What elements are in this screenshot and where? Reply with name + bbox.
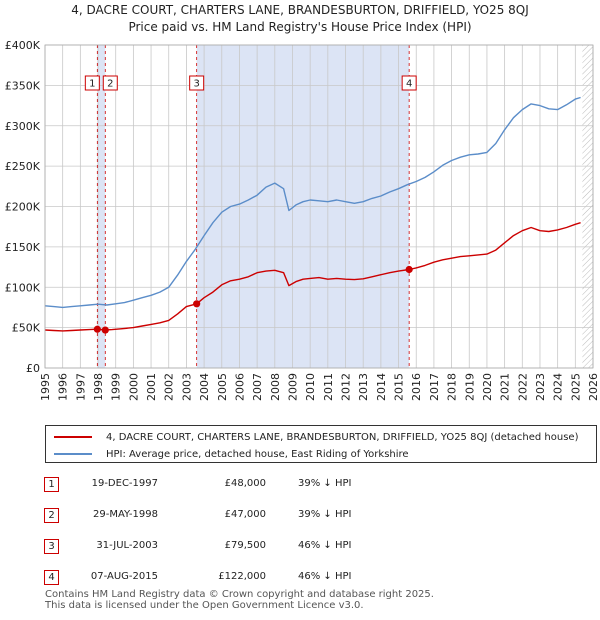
table-row: 3 31-JUL-2003 £79,500 46% ↓ HPI — [42, 534, 582, 565]
sale-marker-box — [189, 75, 205, 91]
x-tick-label: 2013 — [357, 373, 370, 401]
sale-number-badge: 3 — [44, 539, 59, 554]
sale-price: £122,000 — [218, 571, 266, 582]
sales-table: 1 19-DEC-1997 £48,000 39% ↓ HPI 2 29-MAY… — [42, 472, 582, 596]
sale-price: £47,000 — [224, 509, 266, 520]
footer-licence: This data is licensed under the Open Gov… — [45, 600, 364, 611]
x-tick-label: 2024 — [552, 373, 565, 401]
table-row: 4 07-AUG-2015 £122,000 46% ↓ HPI — [42, 565, 582, 596]
price-chart: 1 2 3 4 £0 £50K £100K £150K £200K £250K £300K £350K… — [5, 39, 600, 401]
sale-hpi-diff: 46% ↓ HPI — [298, 571, 352, 582]
sale-point — [93, 325, 101, 333]
x-tick-label: 2015 — [393, 373, 406, 401]
x-tick-label: 2001 — [145, 373, 158, 401]
legend-item-hpi: HPI: Average price, detached house, East… — [54, 446, 409, 462]
y-tick-label: £300K — [5, 120, 41, 133]
y-tick-label: £100K — [5, 281, 41, 294]
x-tick-label: 2005 — [216, 373, 229, 401]
x-tick-label: 2025 — [569, 373, 582, 401]
sale-marker-label: 3 — [193, 79, 199, 90]
sale-price: £48,000 — [224, 478, 266, 489]
sale-date: 31-JUL-2003 — [96, 540, 158, 551]
x-tick-label: 2002 — [163, 373, 176, 401]
legend-hpi-swatch — [54, 453, 92, 455]
x-tick-label: 2003 — [180, 373, 193, 401]
sale-number-badge: 1 — [44, 477, 59, 492]
x-tick-label: 2010 — [304, 373, 317, 401]
y-tick-label: £250K — [5, 160, 41, 173]
x-tick-label: 2020 — [481, 373, 494, 401]
sale-marker-box — [84, 75, 100, 91]
y-tick-label: £350K — [5, 79, 41, 92]
legend-hpi-label: HPI: Average price, detached house, East… — [106, 448, 409, 460]
x-tick-label: 2008 — [269, 373, 282, 401]
x-tick-label: 2009 — [286, 373, 299, 401]
footer: Contains HM Land Registry data © Crown c… — [45, 589, 434, 611]
legend: 4, DACRE COURT, CHARTERS LANE, BRANDESBU… — [45, 425, 597, 463]
y-tick-label: £0 — [26, 362, 40, 375]
y-tick-label: £400K — [5, 39, 41, 52]
x-tick-label: 1995 — [39, 373, 52, 401]
table-row: 1 19-DEC-1997 £48,000 39% ↓ HPI — [42, 472, 582, 503]
sale-point — [405, 265, 413, 274]
sale-date: 19-DEC-1997 — [91, 478, 158, 489]
table-row: 2 29-MAY-1998 £47,000 39% ↓ HPI — [42, 503, 582, 534]
sale-date: 07-AUG-2015 — [90, 571, 158, 582]
sale-marker-label: 2 — [107, 79, 113, 90]
x-tick-label: 2017 — [428, 373, 441, 401]
x-tick-label: 1999 — [110, 373, 123, 401]
x-tick-label: 2023 — [534, 373, 547, 401]
legend-property-label: 4, DACRE COURT, CHARTERS LANE, BRANDESBU… — [106, 431, 579, 443]
property-price-line — [44, 222, 581, 332]
x-tick-label: 2007 — [251, 373, 264, 401]
x-tick-label: 2011 — [322, 373, 335, 401]
x-tick-label: 2004 — [198, 373, 211, 401]
x-tick-label: 2026 — [587, 373, 600, 401]
sale-price: £79,500 — [224, 540, 266, 551]
sale-hpi-diff: 39% ↓ HPI — [298, 478, 352, 489]
sale-point — [101, 326, 109, 334]
sale-number-badge: 2 — [44, 508, 59, 523]
x-tick-label: 2018 — [446, 373, 459, 401]
plot-frame — [44, 44, 594, 369]
legend-item-property: 4, DACRE COURT, CHARTERS LANE, BRANDESBU… — [54, 429, 579, 445]
y-tick-label: £150K — [5, 241, 41, 254]
x-tick-label: 2006 — [233, 373, 246, 401]
x-tick-label: 2022 — [516, 373, 529, 401]
x-tick-label: 2000 — [127, 373, 140, 401]
chart-subtitle: Price paid vs. HM Land Registry's House … — [128, 20, 472, 34]
sale-marker-label: 1 — [89, 79, 95, 90]
sale-point — [193, 300, 201, 308]
x-tick-label: 1996 — [57, 373, 70, 401]
x-tick-label: 2012 — [340, 373, 353, 401]
chart-title: 4, DACRE COURT, CHARTERS LANE, BRANDESBU… — [71, 3, 529, 17]
x-tick-label: 2014 — [375, 373, 388, 401]
x-tick-label: 2019 — [463, 373, 476, 401]
legend-property-swatch — [54, 436, 92, 438]
sale-marker-box — [102, 75, 118, 91]
x-tick-label: 2016 — [410, 373, 423, 401]
y-tick-label: £200K — [5, 201, 41, 214]
sale-hpi-diff: 39% ↓ HPI — [298, 509, 352, 520]
sale-number-badge: 4 — [44, 570, 59, 585]
sale-marker-box — [401, 75, 417, 91]
x-tick-label: 2021 — [499, 373, 512, 401]
x-tick-label: 1998 — [92, 373, 105, 401]
hpi-line — [44, 96, 581, 309]
sale-date: 29-MAY-1998 — [92, 509, 158, 520]
sale-hpi-diff: 46% ↓ HPI — [298, 540, 352, 551]
y-tick-label: £50K — [12, 322, 41, 335]
footer-copyright: Contains HM Land Registry data © Crown c… — [45, 589, 434, 600]
sale-marker-label: 4 — [406, 79, 412, 90]
x-tick-label: 1997 — [74, 373, 87, 401]
